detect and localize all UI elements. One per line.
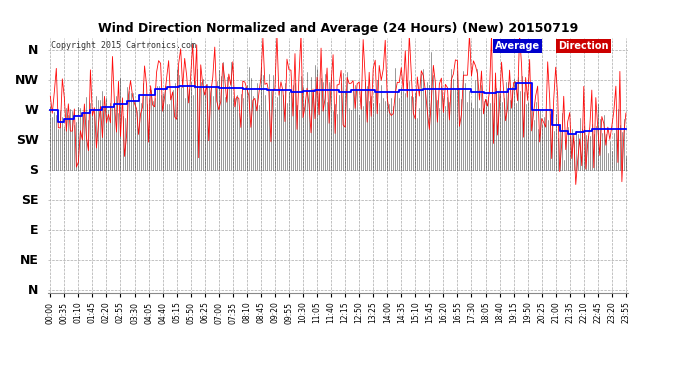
Text: Direction: Direction — [558, 41, 609, 51]
Text: Average: Average — [495, 41, 540, 51]
Title: Wind Direction Normalized and Average (24 Hours) (New) 20150719: Wind Direction Normalized and Average (2… — [98, 22, 578, 35]
Text: Copyright 2015 Cartronics.com: Copyright 2015 Cartronics.com — [51, 41, 196, 50]
